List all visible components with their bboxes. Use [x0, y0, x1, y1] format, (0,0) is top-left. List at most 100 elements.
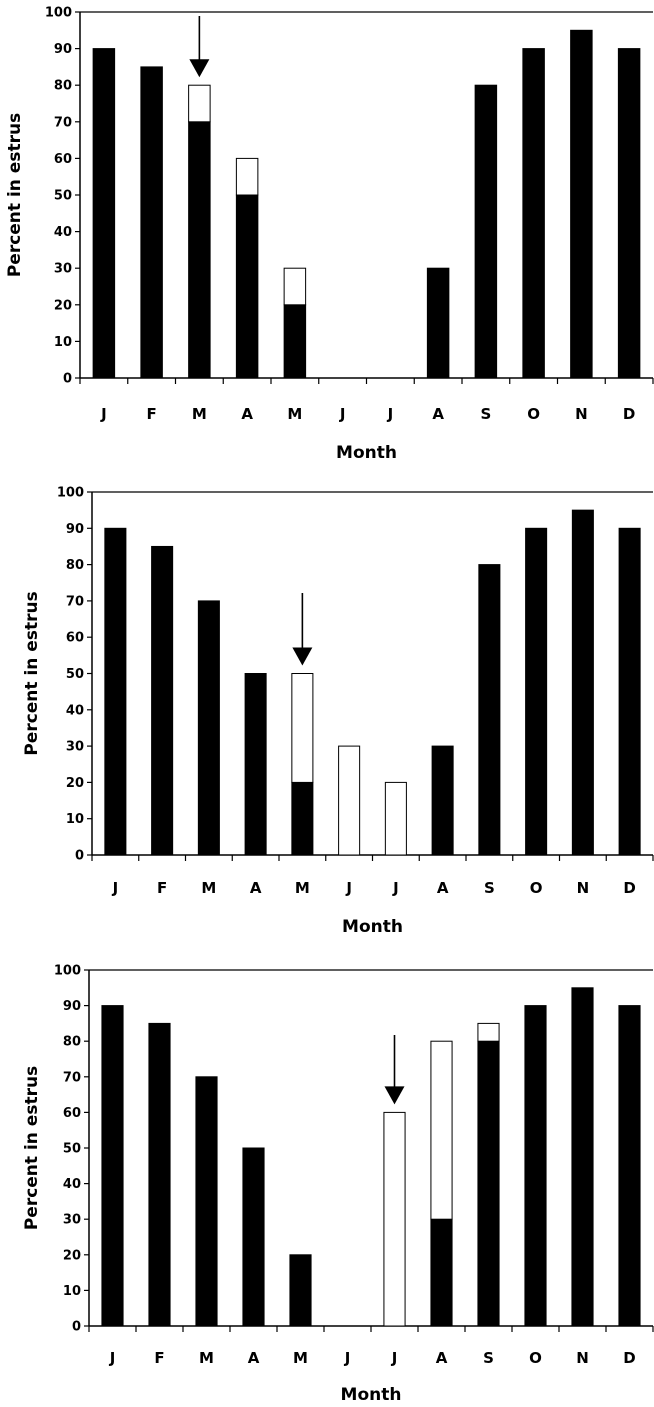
x-category-label: A: [248, 1349, 260, 1367]
bar-baseline-3: [197, 600, 220, 856]
bar-baseline-3: [195, 1076, 218, 1327]
x-category-label: M: [192, 405, 207, 423]
x-category-label: N: [577, 879, 590, 897]
chart-panel-2: 0 10 20 30 40 50 60 70 80 90 100 J F M A M J J A S O N D Percen…: [22, 486, 654, 937]
y-tick-label: 100: [54, 964, 81, 979]
y-tick-label: 80: [63, 1035, 81, 1050]
x-category-label: A: [432, 405, 444, 423]
y-tick-label: 20: [66, 776, 84, 791]
bar-baseline-1: [104, 527, 127, 856]
bar-baseline-5: [283, 304, 307, 379]
bar-induced-9: [477, 1022, 500, 1042]
bar-induced-5: [291, 673, 314, 783]
y-tick-label: 100: [57, 486, 84, 501]
x-category-label: A: [241, 405, 253, 423]
bar-baseline-10: [522, 48, 545, 379]
y-tick-label: 70: [63, 1070, 81, 1085]
y-tick-label: 80: [66, 558, 84, 573]
y-tick-label: 70: [54, 115, 72, 130]
x-category-label: F: [147, 405, 157, 423]
x-axis-title: Month: [341, 1385, 402, 1405]
x-category-label: J: [339, 405, 346, 423]
y-tick-label: 30: [66, 740, 84, 755]
y-tick-label: 60: [54, 152, 72, 167]
x-category-label: J: [345, 879, 352, 897]
y-tick-label: 10: [66, 812, 84, 827]
y-tick-label: 50: [63, 1142, 81, 1157]
y-axis-title: Percent in estrus: [22, 1066, 42, 1230]
x-category-label: M: [293, 1349, 308, 1367]
bar-baseline-3: [188, 121, 211, 379]
bar-induced-7: [384, 781, 407, 856]
x-category-label: J: [112, 879, 119, 897]
bar-baseline-10: [525, 527, 548, 856]
y-tick-label: 80: [54, 79, 72, 94]
y-tick-label: 40: [66, 703, 84, 718]
y-tick-label: 100: [45, 6, 72, 21]
bar-baseline-8: [431, 745, 454, 856]
y-tick-label: 90: [63, 999, 81, 1014]
arrow-head: [292, 647, 313, 666]
bar-induced-6: [338, 745, 361, 856]
y-tick-label: 30: [63, 1213, 81, 1228]
bar-baseline-11: [571, 987, 594, 1327]
bar-baseline-5: [291, 781, 314, 856]
bar-baseline-9: [478, 564, 501, 856]
x-category-label: A: [437, 879, 449, 897]
x-category-label: O: [527, 405, 540, 423]
bar-baseline-12: [618, 1005, 641, 1327]
x-category-label: D: [623, 879, 635, 897]
bar-baseline-2: [140, 66, 163, 379]
x-axis-title: Month: [336, 443, 397, 463]
bar-baseline-2: [151, 545, 174, 856]
x-category-label: A: [250, 879, 262, 897]
y-tick-label: 0: [63, 372, 72, 387]
x-category-label: M: [287, 405, 302, 423]
x-category-label: N: [576, 1349, 589, 1367]
arrow-head: [384, 1086, 405, 1105]
bar-baseline-5: [289, 1254, 312, 1327]
bar-induced-8: [430, 1040, 453, 1220]
y-tick-label: 70: [66, 594, 84, 609]
y-tick-label: 60: [66, 631, 84, 646]
bar-baseline-1: [92, 48, 116, 379]
x-category-label: J: [392, 879, 399, 897]
x-category-label: J: [109, 1349, 116, 1367]
bar-baseline-2: [148, 1022, 171, 1327]
y-tick-label: 60: [63, 1106, 81, 1121]
y-tick-label: 50: [54, 189, 72, 204]
x-category-label: J: [387, 405, 394, 423]
x-category-label: S: [483, 1349, 494, 1367]
x-category-label: J: [391, 1349, 398, 1367]
y-tick-label: 50: [66, 667, 84, 682]
x-category-label: M: [201, 879, 216, 897]
x-category-label: S: [480, 405, 491, 423]
y-tick-label: 90: [66, 522, 84, 537]
x-category-label: D: [623, 405, 635, 423]
bar-induced-7: [383, 1111, 406, 1327]
y-tick-label: 40: [63, 1177, 81, 1192]
x-category-label: F: [157, 879, 167, 897]
x-category-label: N: [575, 405, 588, 423]
y-tick-label: 40: [54, 225, 72, 240]
x-category-label: S: [484, 879, 495, 897]
y-tick-label: 20: [63, 1248, 81, 1263]
chart-panel-3: 0 10 20 30 40 50 60 70 80 90 100 J F M A M J J A S O N D Percen…: [22, 964, 654, 1405]
bar-baseline-10: [524, 1005, 547, 1327]
x-category-label: A: [436, 1349, 448, 1367]
x-category-label: O: [530, 879, 543, 897]
arrow-head: [189, 59, 210, 78]
x-category-label: M: [295, 879, 310, 897]
bar-baseline-12: [618, 527, 641, 856]
x-category-label: F: [154, 1349, 164, 1367]
x-axis-title: Month: [342, 917, 403, 937]
bar-baseline-11: [570, 29, 593, 379]
y-tick-label: 10: [63, 1284, 81, 1299]
y-axis-title: Percent in estrus: [5, 113, 25, 277]
x-category-label: D: [623, 1349, 635, 1367]
chart-panel-1: 0 10 20 30 40 50 60 70 80 90 100 J F M A M J J A S O N D Percen…: [5, 6, 654, 463]
y-tick-label: 0: [72, 1320, 81, 1335]
y-tick-label: 90: [54, 42, 72, 57]
y-tick-label: 10: [54, 335, 72, 350]
